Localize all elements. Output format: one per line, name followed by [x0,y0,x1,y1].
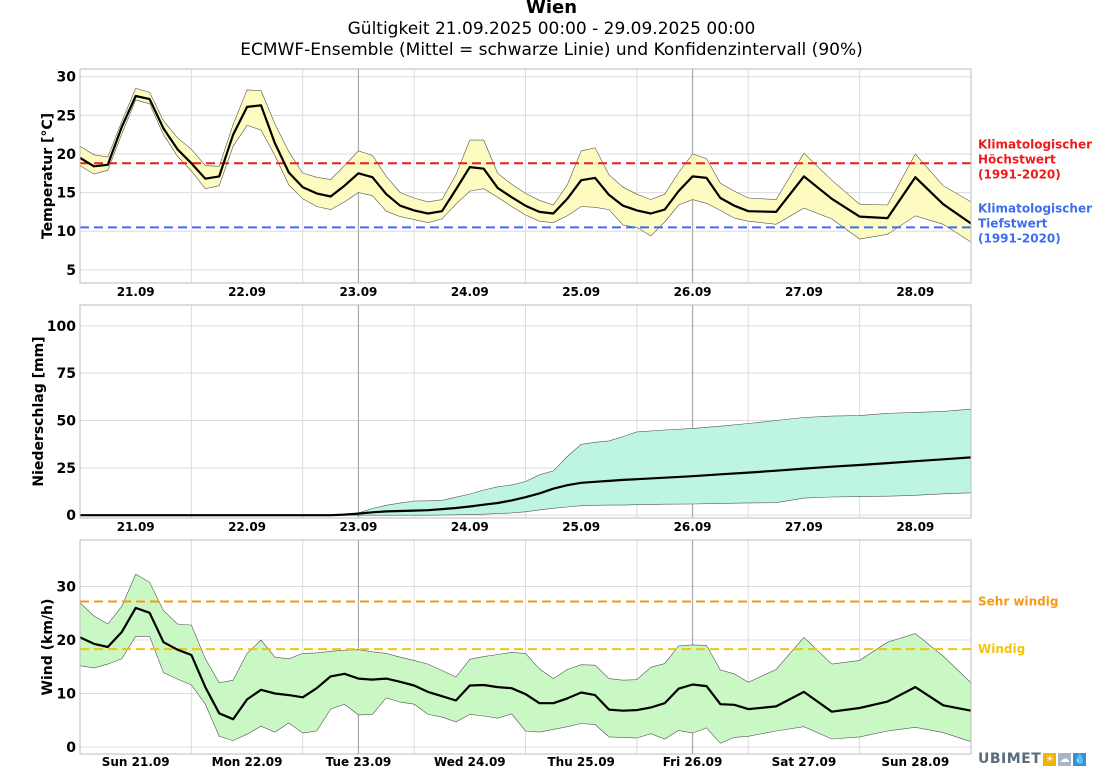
precipitation-mean-line [80,456,972,517]
wind-ytick-label: 30 [57,580,77,596]
temperature-ref-label-line: (1991-2020) [978,167,1061,181]
precipitation-xtick-label: 27.09 [785,520,823,534]
temperature-ylabel: Temperatur [°C] [40,113,56,239]
chart-title: Wien [525,0,578,18]
precipitation-xtick-label: 25.09 [562,520,600,534]
precipitation-xtick-label: 26.09 [674,520,712,534]
drop-icon: 💧 [1073,752,1087,766]
wind-ref-label-line: Windig [978,642,1025,656]
temperature-ref-label-line: Höchstwert [978,152,1056,166]
precipitation-xtick-label: 23.09 [339,520,377,534]
sun-icon: ☀ [1043,752,1057,766]
temperature-xtick-label: 28.09 [896,285,934,299]
temperature-frame [79,68,972,284]
precipitation-ytick-label: 0 [66,508,76,524]
precipitation-ytick-label: 75 [57,366,76,382]
precipitation-xtick-label: 28.09 [896,520,934,534]
wind-ref-label-0: Sehr windig [978,595,1058,609]
precipitation-xtick-label: 22.09 [228,520,266,534]
temperature-ref-label-line: Klimatologischer [978,201,1092,215]
temperature-ytick-label: 30 [57,70,77,86]
precipitation-xtick-label: 21.09 [117,520,155,534]
temperature-ref-label-1: Klimatologischer Tiefstwert (1991-2020) [978,201,1092,245]
precipitation-ytick-label: 50 [57,413,77,429]
wind-xtick-label: Sun 21.09 [102,755,170,769]
precipitation-ytick-label: 100 [47,319,76,335]
ubimet-logo: UBIMET ☀ ☁ 💧 [978,750,1087,768]
precipitation-panel: 0 25 50 75 100 21.09 22.09 23.09 24.09 25.09 26.09… [31,304,972,534]
temperature-xtick-label: 24.09 [451,285,489,299]
wind-ytick-label: 10 [57,687,77,703]
temperature-ytick-label: 5 [66,263,76,279]
wind-xtick-label: Thu 25.09 [547,755,614,769]
temperature-panel: Klimatologischer Höchstwert (1991-2020)Kli… [40,68,1092,299]
precipitation-xtick-label: 24.09 [451,520,489,534]
wind-xtick-label: Fri 26.09 [663,755,723,769]
precipitation-ytick-label: 25 [57,461,76,477]
wind-ylabel: Wind (km/h) [40,599,56,696]
temperature-ytick-label: 25 [57,108,76,124]
wind-ref-label-1: Windig [978,642,1025,656]
wind-panel: Sehr windig Windig 0 10 20 30 Sun 21.09 Mon 22.… [40,539,1058,769]
wind-xtick-label: Wed 24.09 [434,755,506,769]
wind-ref-label-line: Sehr windig [978,595,1058,609]
temperature-xtick-label: 23.09 [339,285,377,299]
temperature-ytick-label: 20 [57,147,77,163]
temperature-ytick-label: 15 [57,186,76,202]
temperature-ref-label-0: Klimatologischer Höchstwert (1991-2020) [978,137,1092,181]
cloud-icon: ☁ [1058,752,1072,766]
temperature-xtick-label: 25.09 [562,285,600,299]
temperature-mean-line [79,94,972,225]
wind-xtick-label: Mon 22.09 [212,755,283,769]
temperature-xtick-label: 21.09 [117,285,155,299]
precipitation-frame [79,304,972,519]
wind-mean-line [79,606,972,721]
logo-text: UBIMET [978,751,1042,767]
temperature-ytick-label: 10 [57,224,77,240]
wind-ytick-label: 20 [57,633,77,649]
wind-frame [79,539,972,755]
wind-xtick-label: Sat 27.09 [772,755,837,769]
wind-xtick-label: Sun 28.09 [881,755,949,769]
wind-xtick-label: Tue 23.09 [326,755,392,769]
validity-subtitle: Gültigkeit 21.09.2025 00:00 - 29.09.2025… [347,19,756,39]
temperature-xtick-label: 27.09 [785,285,823,299]
temperature-xtick-label: 22.09 [228,285,266,299]
temperature-ref-label-line: (1991-2020) [978,231,1061,245]
precipitation-ylabel: Niederschlag [mm] [31,336,47,486]
wind-ytick-label: 0 [66,740,76,756]
temperature-xtick-label: 26.09 [674,285,712,299]
model-subtitle: ECMWF-Ensemble (Mittel = schwarze Linie)… [240,40,863,60]
temperature-ref-label-line: Klimatologischer [978,137,1092,151]
temperature-ref-label-line: Tiefstwert [978,216,1048,230]
